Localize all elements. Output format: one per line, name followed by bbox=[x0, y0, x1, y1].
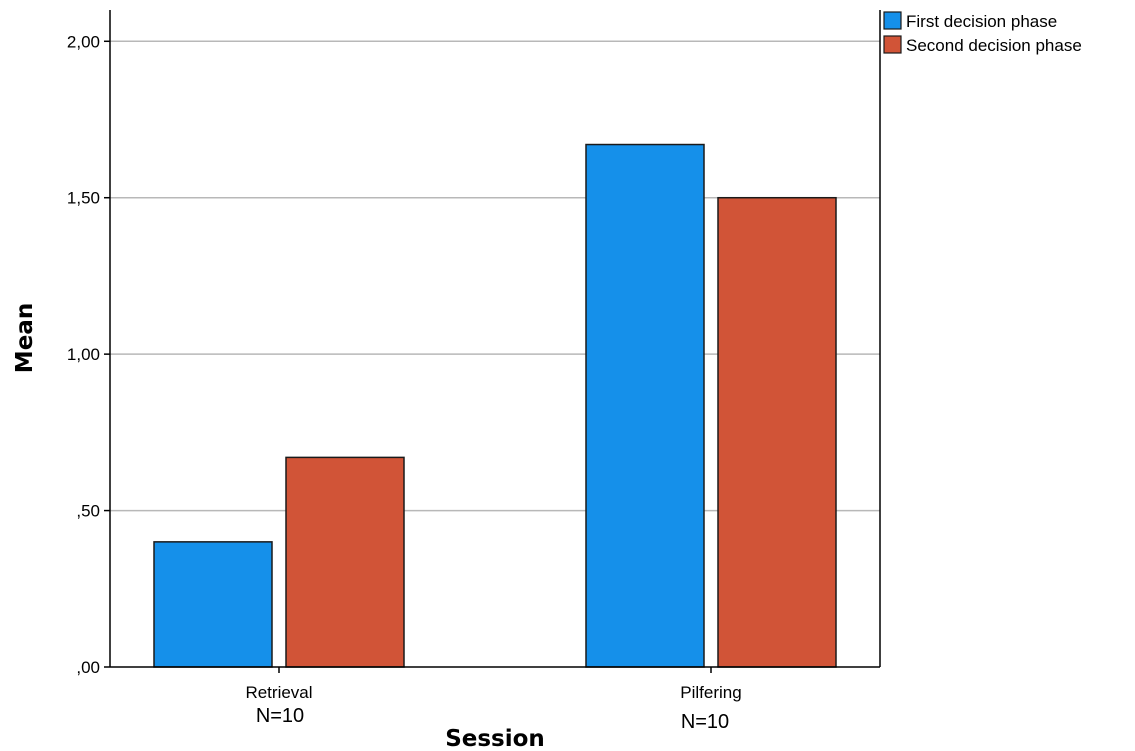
x-category-label: Retrieval bbox=[245, 683, 312, 702]
sample-size-note: N=10 bbox=[681, 711, 729, 733]
legend-label: First decision phase bbox=[906, 12, 1057, 31]
x-axis-title: Session bbox=[445, 726, 545, 751]
x-category-label: Pilfering bbox=[680, 683, 741, 702]
x-category-labels: Retrieval Pilfering N=10 N=10 bbox=[245, 683, 741, 733]
bar-retrieval-series-1 bbox=[153, 541, 273, 668]
legend-label: Second decision phase bbox=[906, 36, 1082, 55]
y-tick-labels: ,00 ,50 1,00 1,50 2,00 bbox=[67, 32, 100, 677]
y-tick-label: ,00 bbox=[76, 658, 100, 677]
y-tick-label: ,50 bbox=[76, 502, 100, 521]
bar-pilfering-series-2 bbox=[717, 196, 837, 668]
y-axis-title: Mean bbox=[12, 303, 38, 373]
bar-retrieval-series-2 bbox=[285, 456, 405, 668]
bars bbox=[153, 143, 837, 668]
y-tick-label: 1,50 bbox=[67, 189, 100, 208]
legend-swatch bbox=[883, 11, 902, 30]
legend: First decision phase Second decision phas… bbox=[883, 11, 1082, 55]
y-tick-label: 2,00 bbox=[67, 32, 100, 51]
bar-pilfering-series-1 bbox=[585, 143, 705, 668]
y-tick-label: 1,00 bbox=[67, 345, 100, 364]
legend-swatch bbox=[883, 35, 902, 54]
sample-size-note: N=10 bbox=[256, 705, 304, 727]
axes bbox=[104, 10, 881, 673]
